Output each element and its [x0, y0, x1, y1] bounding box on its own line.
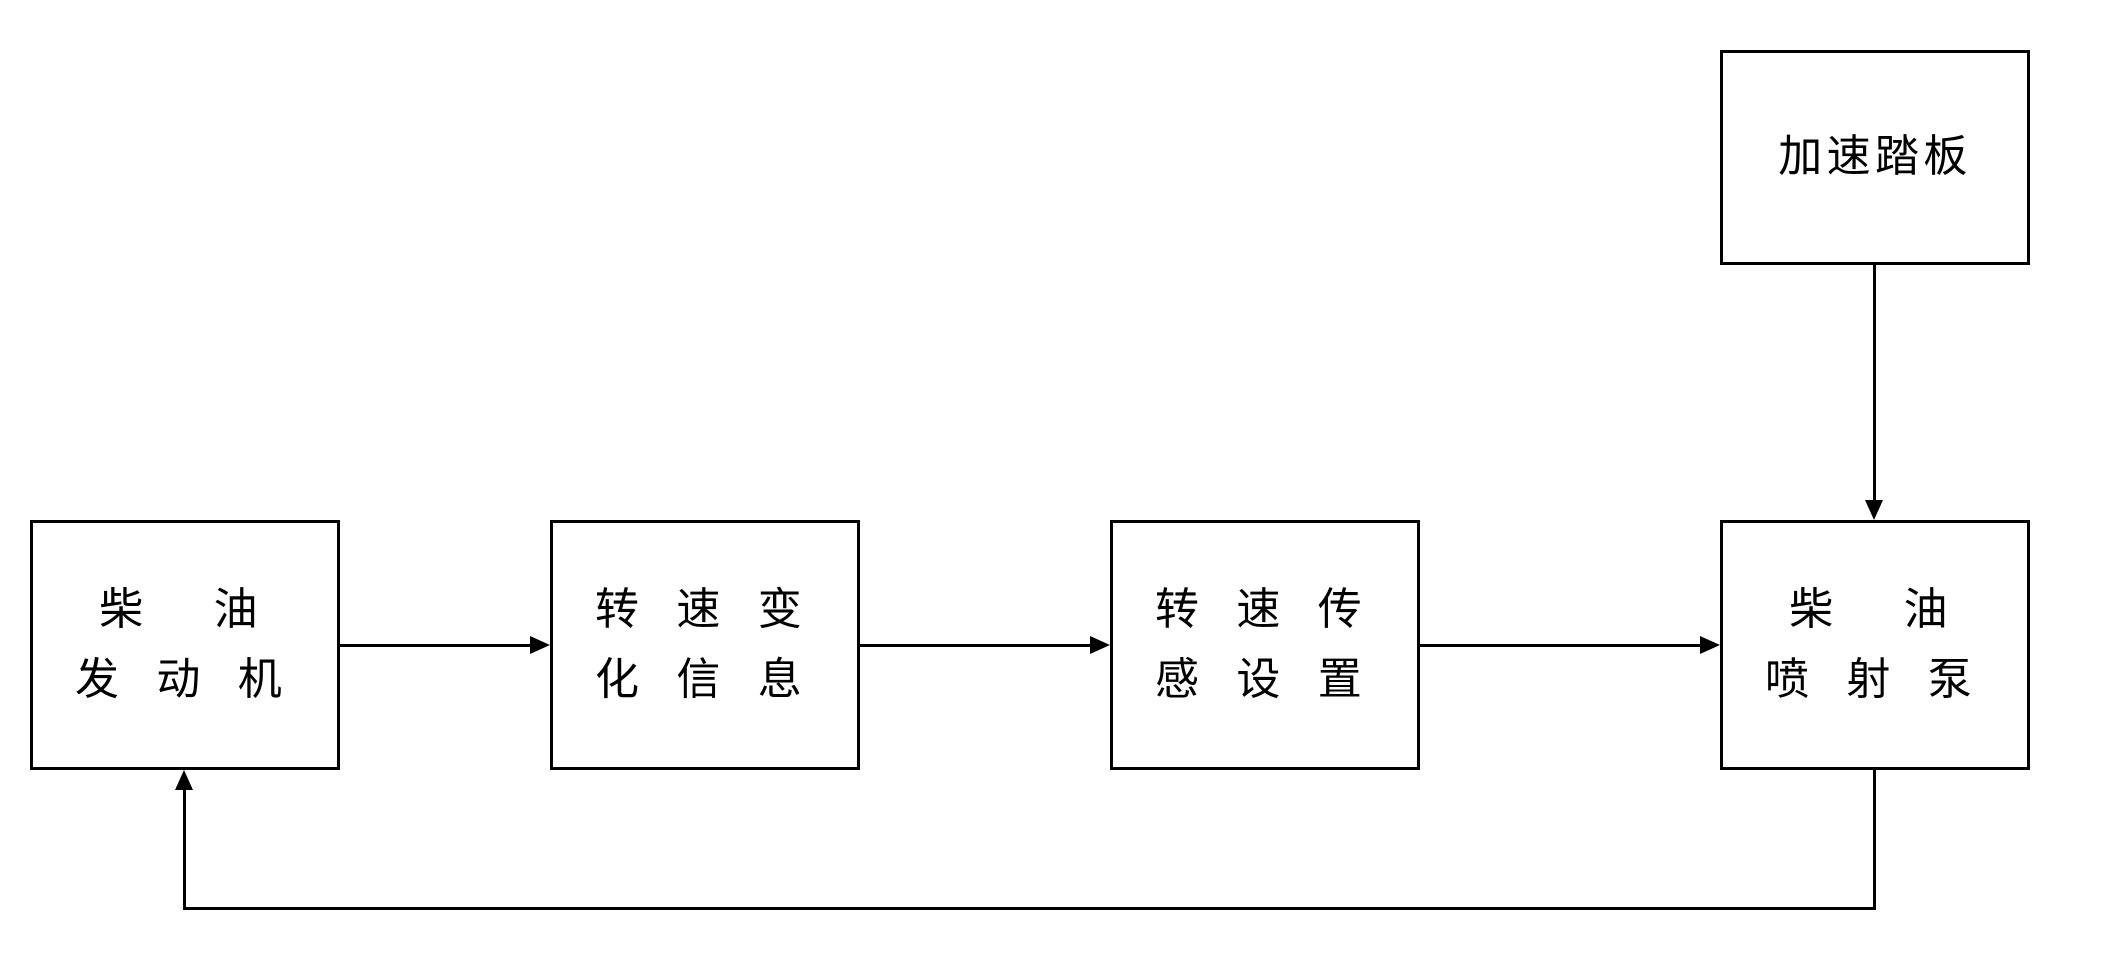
node-accelerator-pedal: 加速踏板: [1720, 50, 2030, 265]
node-speed-sensor-device: 转 速 传 感 设 置: [1110, 520, 1420, 770]
node-text-line1: 转 速 变: [595, 575, 815, 645]
node-diesel-injection-pump: 柴 油 喷 射 泵: [1720, 520, 2030, 770]
arrow-icon: [1090, 636, 1110, 654]
node-text-line2: 发 动 机: [75, 645, 295, 715]
node-text-line1: 加速踏板: [1778, 122, 1972, 192]
node-speed-change-info: 转 速 变 化 信 息: [550, 520, 860, 770]
arrow-icon: [175, 770, 193, 790]
arrow-icon: [530, 636, 550, 654]
node-text-line1: 转 速 传: [1155, 575, 1375, 645]
arrow-icon: [1865, 500, 1883, 520]
edge-feedback-seg3: [183, 790, 186, 910]
edge-feedback-seg2: [183, 907, 1876, 910]
node-text-line2: 感 设 置: [1155, 645, 1375, 715]
arrow-icon: [1700, 636, 1720, 654]
node-text-line2: 喷 射 泵: [1765, 645, 1985, 715]
node-text-line1: 柴 油: [1789, 575, 1961, 645]
edge-feedback-seg1: [1873, 770, 1876, 910]
edge-sensor-to-pump: [1420, 644, 1700, 647]
edge-speedinfo-to-sensor: [860, 644, 1090, 647]
node-diesel-engine: 柴 油 发 动 机: [30, 520, 340, 770]
node-text-line1: 柴 油: [99, 575, 271, 645]
edge-engine-to-speedinfo: [340, 644, 530, 647]
edge-pedal-to-pump: [1873, 265, 1876, 500]
node-text-line2: 化 信 息: [595, 645, 815, 715]
